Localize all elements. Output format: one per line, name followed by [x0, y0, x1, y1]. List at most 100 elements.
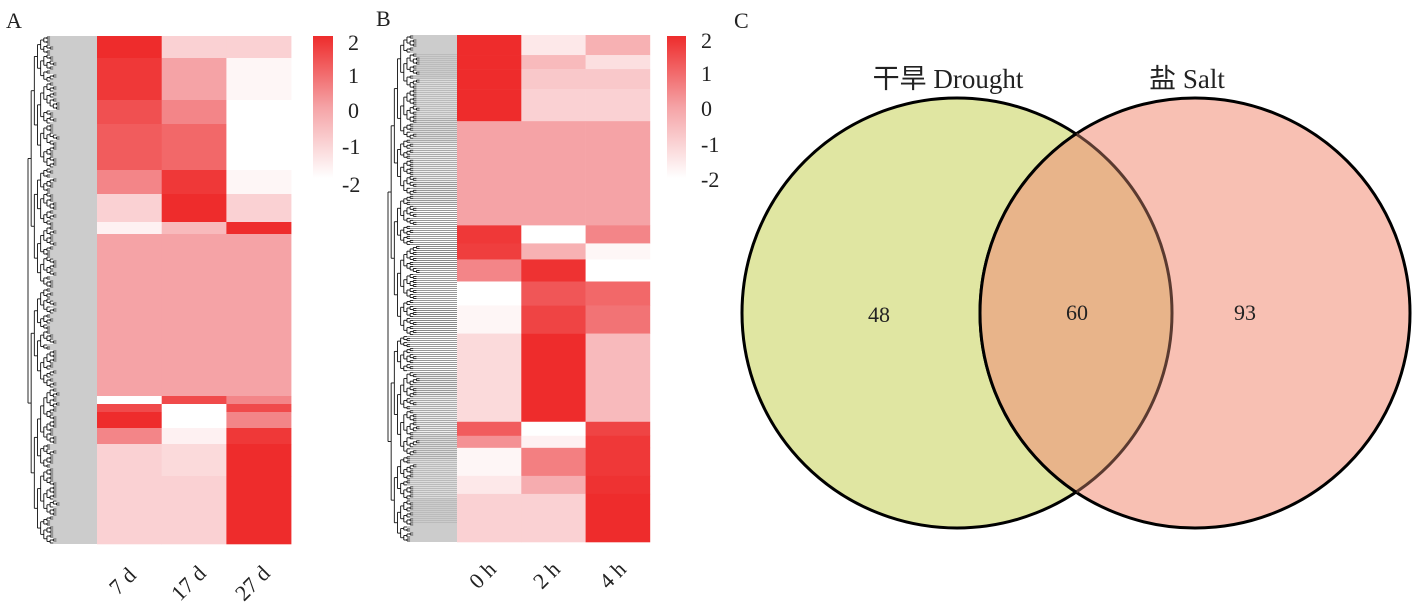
- heatmap-cell: [457, 35, 522, 56]
- heatmap-cell: [161, 124, 227, 171]
- venn-salt-inner-arc: [978, 98, 1172, 528]
- heatmap-cell: [97, 36, 162, 59]
- heatmap-cell: [226, 404, 292, 413]
- heatmap-cell: [161, 428, 227, 445]
- heatmap-cell: [521, 281, 586, 306]
- heatmap-cell: [585, 281, 651, 306]
- heatmap-cell: [585, 475, 651, 495]
- heatmap-cell: [97, 476, 162, 545]
- heatmap-cell: [97, 58, 162, 101]
- colorbar-tick: 0: [701, 96, 712, 121]
- heatmap-cell: [521, 35, 586, 56]
- dendrogram-b: [387, 35, 457, 542]
- heatmap-cell: [457, 55, 522, 70]
- heatmap-cell: [585, 421, 651, 437]
- heatmap-cell: [585, 333, 651, 423]
- heatmap-cell: [521, 259, 586, 282]
- heatmap-cell: [521, 447, 586, 477]
- colorbar-tick: 2: [348, 30, 359, 55]
- heatmap-cell: [521, 55, 586, 70]
- heatmap-cell: [161, 444, 227, 477]
- column-label: 17 d: [166, 561, 211, 606]
- heatmap-cell: [161, 170, 227, 195]
- heatmap-cell: [226, 100, 292, 125]
- heatmap-cell: [226, 222, 292, 235]
- heatmap-cell: [521, 435, 586, 449]
- heatmap-cell: [457, 475, 522, 495]
- heatmap-cell: [97, 170, 162, 195]
- colorbar-tick: -2: [701, 167, 719, 192]
- heatmap-cell: [161, 404, 227, 413]
- venn-count-intersection: 60: [1066, 300, 1088, 325]
- colorbar-tick: 0: [348, 98, 359, 123]
- heatmap-cell: [585, 35, 651, 56]
- heatmap-cell: [97, 222, 162, 235]
- column-labels-b: 0 h 2 h 4 h: [464, 556, 631, 593]
- heatmap-cell: [161, 412, 227, 429]
- heatmap-cell: [457, 333, 522, 423]
- venn-count-drought-only: 48: [868, 302, 890, 327]
- heatmap-cell: [521, 333, 586, 423]
- heatmap-cell: [97, 428, 162, 445]
- heatmap-cell: [585, 121, 651, 226]
- colorbar-a: [313, 36, 333, 178]
- column-label: 2 h: [528, 556, 565, 593]
- heatmap-cell: [585, 493, 651, 543]
- heatmap-cell: [161, 58, 227, 101]
- colorbar-tick: -1: [342, 134, 360, 159]
- heatmap-a: [97, 36, 292, 545]
- heatmap-cell: [585, 259, 651, 282]
- venn-intersection: [980, 98, 1172, 528]
- heatmap-cell: [585, 55, 651, 70]
- heatmap-cell: [521, 421, 586, 437]
- heatmap-cell: [521, 493, 586, 543]
- heatmap-cell: [226, 444, 292, 477]
- heatmap-cell: [457, 435, 522, 449]
- heatmap-b: [457, 35, 651, 543]
- heatmap-cell: [457, 69, 522, 90]
- heatmap-cell: [457, 281, 522, 306]
- heatmap-cell: [226, 234, 292, 397]
- heatmap-cell: [161, 100, 227, 125]
- heatmap-cell: [585, 305, 651, 334]
- venn-drought-inner-arc: [980, 98, 1174, 528]
- heatmap-cell: [585, 89, 651, 122]
- heatmap-cell: [226, 58, 292, 101]
- heatmap-cell: [521, 69, 586, 90]
- heatmap-cell: [521, 305, 586, 334]
- column-label: 27 d: [230, 561, 275, 606]
- colorbar-tick: 2: [701, 28, 712, 53]
- column-labels-a: 7 d 17 d 27 d: [104, 561, 275, 606]
- heatmap-cell: [97, 124, 162, 171]
- colorbar-a-ticks: 2 1 0 -1 -2: [342, 30, 360, 197]
- heatmap-cell: [521, 89, 586, 122]
- column-label: 7 d: [104, 562, 141, 599]
- heatmap-cell: [585, 243, 651, 260]
- heatmap-cell: [521, 475, 586, 495]
- heatmap-cell: [161, 194, 227, 223]
- heatmap-cell: [97, 444, 162, 477]
- heatmap-cell: [97, 194, 162, 223]
- heatmap-cell: [521, 225, 586, 244]
- heatmap-cell: [97, 100, 162, 125]
- heatmap-cell: [457, 493, 522, 543]
- heatmap-cell: [585, 225, 651, 244]
- venn-set-label-drought: 干旱 Drought: [873, 64, 1024, 94]
- panel-label-c: C: [734, 8, 749, 33]
- heatmap-cell: [457, 447, 522, 477]
- heatmap-cell: [521, 121, 586, 226]
- heatmap-cell: [226, 194, 292, 223]
- heatmap-cell: [226, 412, 292, 429]
- heatmap-cell: [161, 222, 227, 235]
- heatmap-cell: [521, 243, 586, 260]
- heatmap-cell: [97, 404, 162, 413]
- heatmap-cell: [226, 170, 292, 195]
- column-label: 0 h: [464, 556, 501, 593]
- heatmap-cell: [457, 225, 522, 244]
- heatmap-cell: [457, 259, 522, 282]
- heatmap-cell: [226, 124, 292, 171]
- colorbar-b-ticks: 2 1 0 -1 -2: [701, 28, 719, 192]
- heatmap-cell: [97, 396, 162, 405]
- venn-count-salt-only: 93: [1234, 300, 1256, 325]
